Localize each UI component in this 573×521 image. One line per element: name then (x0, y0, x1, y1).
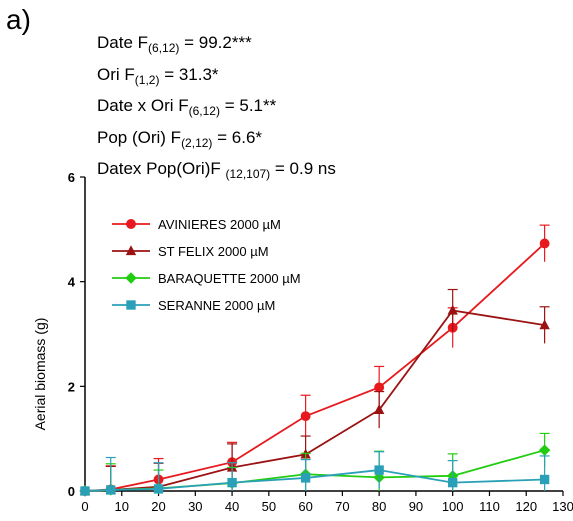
legend-label: ST FELIX 2000 µM (158, 244, 269, 259)
y-tick-label: 4 (68, 275, 76, 290)
data-point (125, 272, 137, 284)
data-point (374, 465, 384, 475)
y-axis-title: Aerial biomass (g) (32, 318, 48, 431)
y-tick-label: 6 (68, 170, 75, 185)
x-tick-label: 0 (81, 499, 88, 514)
series-line (84, 309, 545, 492)
legend-label: AVINIERES 2000 µM (158, 217, 281, 232)
data-point (80, 486, 90, 496)
data-point (153, 484, 164, 494)
legend-item-0: AVINIERES 2000 µM (112, 217, 281, 232)
legend-item-1: ST FELIX 2000 µM (112, 244, 269, 259)
x-tick-label: 50 (262, 499, 276, 514)
data-point (126, 219, 136, 229)
series-3 (80, 451, 550, 496)
x-tick-label: 110 (479, 499, 500, 514)
series-layer (79, 224, 551, 497)
data-point (539, 319, 550, 330)
x-tick-label: 40 (225, 499, 239, 514)
data-point (538, 444, 551, 456)
series-1 (79, 288, 550, 496)
legend-item-3: SERANNE 2000 µM (112, 298, 275, 313)
x-tick-label: 90 (409, 499, 423, 514)
x-tick-label: 30 (188, 499, 202, 514)
data-point (300, 473, 311, 483)
y-tick-label: 0 (68, 484, 75, 499)
data-point (300, 411, 311, 422)
stat-line-pop-ori: Pop (Ori) F(2,12) = 6.6* (97, 127, 263, 150)
x-tick-label: 120 (515, 499, 537, 514)
data-point (227, 477, 237, 488)
legend-label: BARAQUETTE 2000 µM (158, 271, 301, 286)
data-point (539, 474, 550, 485)
legend-item-2: BARAQUETTE 2000 µM (112, 271, 301, 286)
series-line (84, 469, 545, 492)
data-point (106, 485, 116, 495)
stat-line-date-x-ori: Date x Ori F(6,12) = 5.1** (97, 96, 277, 118)
data-point (539, 238, 550, 249)
x-tick-label: 60 (298, 499, 312, 514)
x-tick-label: 70 (335, 499, 349, 514)
axes: 0 10 20 30 40 50 60 70 80 90 100 110 120 130 0 2 4 6 Aeria… (32, 170, 573, 514)
stat-line-date-x-pop-ori: Datex Pop(Ori)F (12,107) = 0.9 ns (97, 159, 336, 181)
x-tick-label: 130 (552, 499, 573, 514)
data-point (448, 477, 458, 488)
data-point (373, 404, 385, 415)
x-tick-label: 20 (151, 499, 165, 514)
data-point (126, 300, 136, 310)
data-point (374, 382, 385, 393)
series-0 (80, 224, 550, 496)
x-tick-label: 80 (372, 499, 386, 514)
anova-stats: Date F(6,12) = 99.2*** Ori F(1,2) = 31.3… (97, 30, 336, 188)
y-tick-label: 2 (68, 379, 75, 394)
x-tick-label: 10 (115, 499, 129, 514)
stat-line-date: Date F(6,12) = 99.2*** (97, 33, 252, 55)
legend: AVINIERES 2000 µM ST FELIX 2000 µM BARAQUE… (112, 217, 301, 313)
legend-label: SERANNE 2000 µM (158, 298, 275, 313)
stat-line-ori: Ori F(1,2) = 31.3* (97, 64, 219, 87)
panel-label: a) (6, 4, 31, 35)
x-tick-label: 100 (442, 499, 464, 514)
data-point (447, 304, 458, 315)
data-point (125, 245, 137, 256)
series-line (84, 242, 546, 492)
